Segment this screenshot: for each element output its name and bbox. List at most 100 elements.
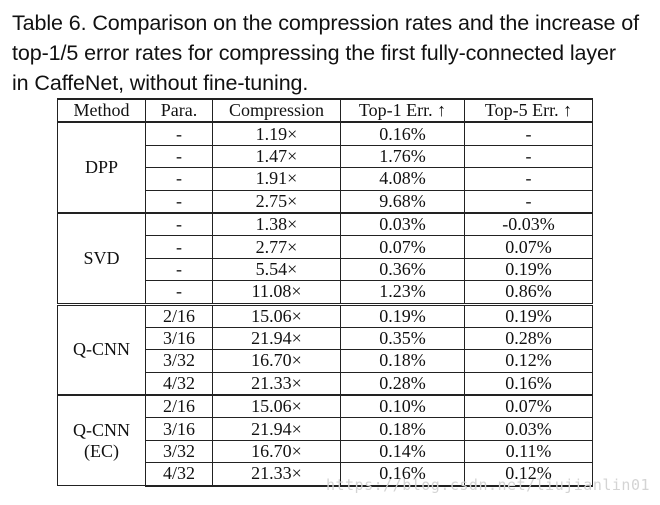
method-label: Q-CNN [73, 339, 130, 360]
header-top1: Top-1 Err. ↑ [340, 97, 465, 123]
top5-cell: - [464, 190, 593, 214]
compression-cell: 21.94× [212, 417, 341, 441]
para-cell: - [145, 167, 213, 191]
table-row: DPP - 1.19× 0.16% - [57, 121, 593, 214]
table-caption: Table 6. Comparison on the compression r… [12, 8, 652, 98]
compression-cell: 21.33× [212, 462, 341, 487]
table-row: - 11.08× 1.23% 0.86% [58, 280, 593, 305]
compression-cell: 5.54× [212, 258, 341, 282]
top1-cell: 1.23% [340, 280, 465, 305]
top1-cell: 0.03% [340, 211, 465, 237]
top1-cell: 0.10% [340, 394, 465, 419]
para-cell: - [145, 235, 213, 259]
caption-line-3: in CaffeNet, without fine-tuning. [12, 71, 309, 95]
top1-cell: 0.19% [340, 302, 465, 328]
top5-cell: 0.11% [464, 440, 593, 464]
table-row: Q-CNN (EC) 2/16 15.06× 0.10% 0.07% [57, 394, 593, 487]
compression-cell: 2.77× [212, 235, 341, 259]
method-cell-svd: SVD [57, 211, 146, 305]
top5-cell: - [464, 167, 593, 191]
method-cell-qcnn: Q-CNN [57, 302, 146, 396]
results-table: Method Para. Compression Top-1 Err. ↑ To… [57, 97, 593, 487]
compression-cell: 16.70× [212, 349, 341, 373]
compression-cell: 2.75× [212, 190, 341, 214]
top1-cell: 1.76% [340, 145, 465, 169]
table-row: 3/16 21.94× 0.35% 0.28% [58, 327, 593, 351]
compression-cell: 21.94× [212, 327, 341, 351]
method-sublabel: (EC) [84, 440, 119, 461]
top1-cell: 0.16% [340, 121, 465, 146]
caption-line-1: Table 6. Comparison on the compression r… [12, 11, 640, 35]
top1-cell: 0.28% [340, 372, 465, 396]
header-method: Method [57, 97, 146, 123]
compression-cell: 1.91× [212, 167, 341, 191]
table-row: SVD - 1.38× 0.03% -0.03% [57, 211, 593, 305]
para-cell: - [145, 121, 213, 146]
top1-cell: 0.35% [340, 327, 465, 351]
top5-cell: -0.03% [464, 211, 593, 237]
para-cell: 2/16 [145, 394, 213, 419]
table-row: - 2.75× 9.68% - [58, 190, 593, 214]
top5-cell: 0.19% [464, 258, 593, 282]
top1-cell: 0.14% [340, 440, 465, 464]
table-row: - 1.91× 4.08% - [58, 167, 593, 191]
top5-cell: 0.12% [464, 349, 593, 373]
top1-cell: 0.36% [340, 258, 465, 282]
para-cell: - [145, 258, 213, 282]
method-cell-qcnn-ec: Q-CNN (EC) [57, 394, 146, 487]
table-row: Q-CNN 2/16 15.06× 0.19% 0.19% [57, 302, 593, 396]
para-cell: 3/16 [145, 327, 213, 351]
top5-cell: 0.86% [464, 280, 593, 305]
watermark: https://blog.csdn.net/liujianlin01 [325, 476, 650, 494]
compression-cell: 1.19× [212, 121, 341, 146]
method-label: SVD [83, 247, 120, 268]
top1-cell: 0.18% [340, 417, 465, 441]
para-cell: - [145, 280, 213, 305]
table-row: 4/32 21.33× 0.16% 0.12% [58, 462, 593, 487]
compression-cell: 1.47× [212, 145, 341, 169]
header-row: Method Para. Compression Top-1 Err. ↑ To… [57, 97, 593, 123]
table-row: 3/32 16.70× 0.18% 0.12% [58, 349, 593, 373]
method-label: DPP [84, 157, 119, 178]
top1-cell: 0.18% [340, 349, 465, 373]
header-top5: Top-5 Err. ↑ [464, 97, 593, 123]
para-cell: - [145, 190, 213, 214]
method-label: Q-CNN [73, 419, 130, 440]
table-row: 3/16 21.94× 0.18% 0.03% [58, 417, 593, 441]
top5-cell: 0.07% [464, 235, 593, 259]
top5-cell: 0.16% [464, 372, 593, 396]
compression-cell: 15.06× [212, 302, 341, 328]
caption-line-2: top-1/5 error rates for compressing the … [12, 41, 616, 65]
para-cell: 4/32 [145, 462, 213, 487]
table-row: 4/32 21.33× 0.28% 0.16% [58, 372, 593, 396]
para-cell: 2/16 [145, 302, 213, 328]
table-row: - 5.54× 0.36% 0.19% [58, 258, 593, 282]
top5-cell: 0.28% [464, 327, 593, 351]
table-row: - 2.77× 0.07% 0.07% [58, 235, 593, 259]
top5-cell: 0.07% [464, 394, 593, 419]
para-cell: 3/32 [145, 349, 213, 373]
header-para: Para. [145, 97, 213, 123]
para-cell: - [145, 145, 213, 169]
para-cell: 3/16 [145, 417, 213, 441]
table-row: - 1.47× 1.76% - [58, 145, 593, 169]
header-compression: Compression [212, 97, 341, 123]
top5-cell: 0.19% [464, 302, 593, 328]
top1-cell: 9.68% [340, 190, 465, 214]
compression-cell: 15.06× [212, 394, 341, 419]
compression-cell: 11.08× [212, 280, 341, 305]
table-row: 3/32 16.70× 0.14% 0.11% [58, 440, 593, 464]
para-cell: - [145, 211, 213, 237]
compression-cell: 16.70× [212, 440, 341, 464]
para-cell: 3/32 [145, 440, 213, 464]
top5-cell: - [464, 145, 593, 169]
top1-cell: 0.07% [340, 235, 465, 259]
top5-cell: - [464, 121, 593, 146]
compression-cell: 21.33× [212, 372, 341, 396]
top5-cell: 0.03% [464, 417, 593, 441]
compression-cell: 1.38× [212, 211, 341, 237]
top1-cell: 4.08% [340, 167, 465, 191]
para-cell: 4/32 [145, 372, 213, 396]
method-cell-dpp: DPP [57, 121, 146, 214]
top5-cell: 0.12% [464, 462, 593, 487]
